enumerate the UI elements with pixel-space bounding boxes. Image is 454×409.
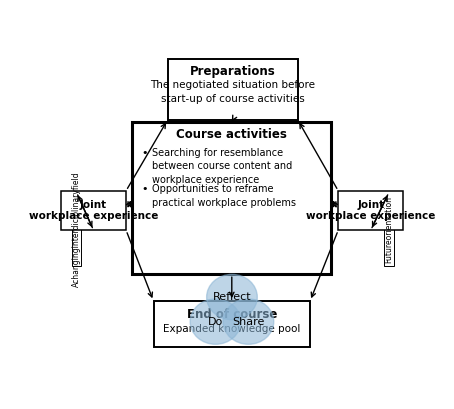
Text: End of course: End of course [187,308,277,321]
Circle shape [207,274,257,320]
Circle shape [190,299,241,344]
Bar [153,301,310,347]
Bar [338,191,403,230]
Bar [384,192,394,266]
Text: Futureorientation: Futureorientation [385,196,394,263]
Text: Joint
workplace experience: Joint workplace experience [29,200,158,221]
Bar [168,58,298,120]
Text: Expanded knowledge pool: Expanded knowledge pool [163,324,301,334]
Text: Reflect: Reflect [212,292,251,302]
Text: •: • [142,184,148,195]
Text: The negotiated situation before
start-up of course activities: The negotiated situation before start-up… [150,81,315,104]
Bar [61,191,126,230]
Text: Opportunities to reframe
practical workplace problems: Opportunities to reframe practical workp… [152,184,296,208]
Text: Searching for resemblance
between course content and
workplace experience: Searching for resemblance between course… [152,148,292,185]
Bar [72,192,81,266]
Text: Course activities: Course activities [176,128,287,141]
Text: Preparations: Preparations [190,65,276,79]
Text: Achanginginterdiciplinaryfield: Achanginginterdiciplinaryfield [72,171,81,287]
Circle shape [223,299,274,344]
Text: Share: Share [232,317,265,327]
Text: Do: Do [208,317,223,327]
Text: •: • [142,148,148,158]
Text: Joint
workplace experience: Joint workplace experience [306,200,435,221]
Bar [133,121,331,274]
